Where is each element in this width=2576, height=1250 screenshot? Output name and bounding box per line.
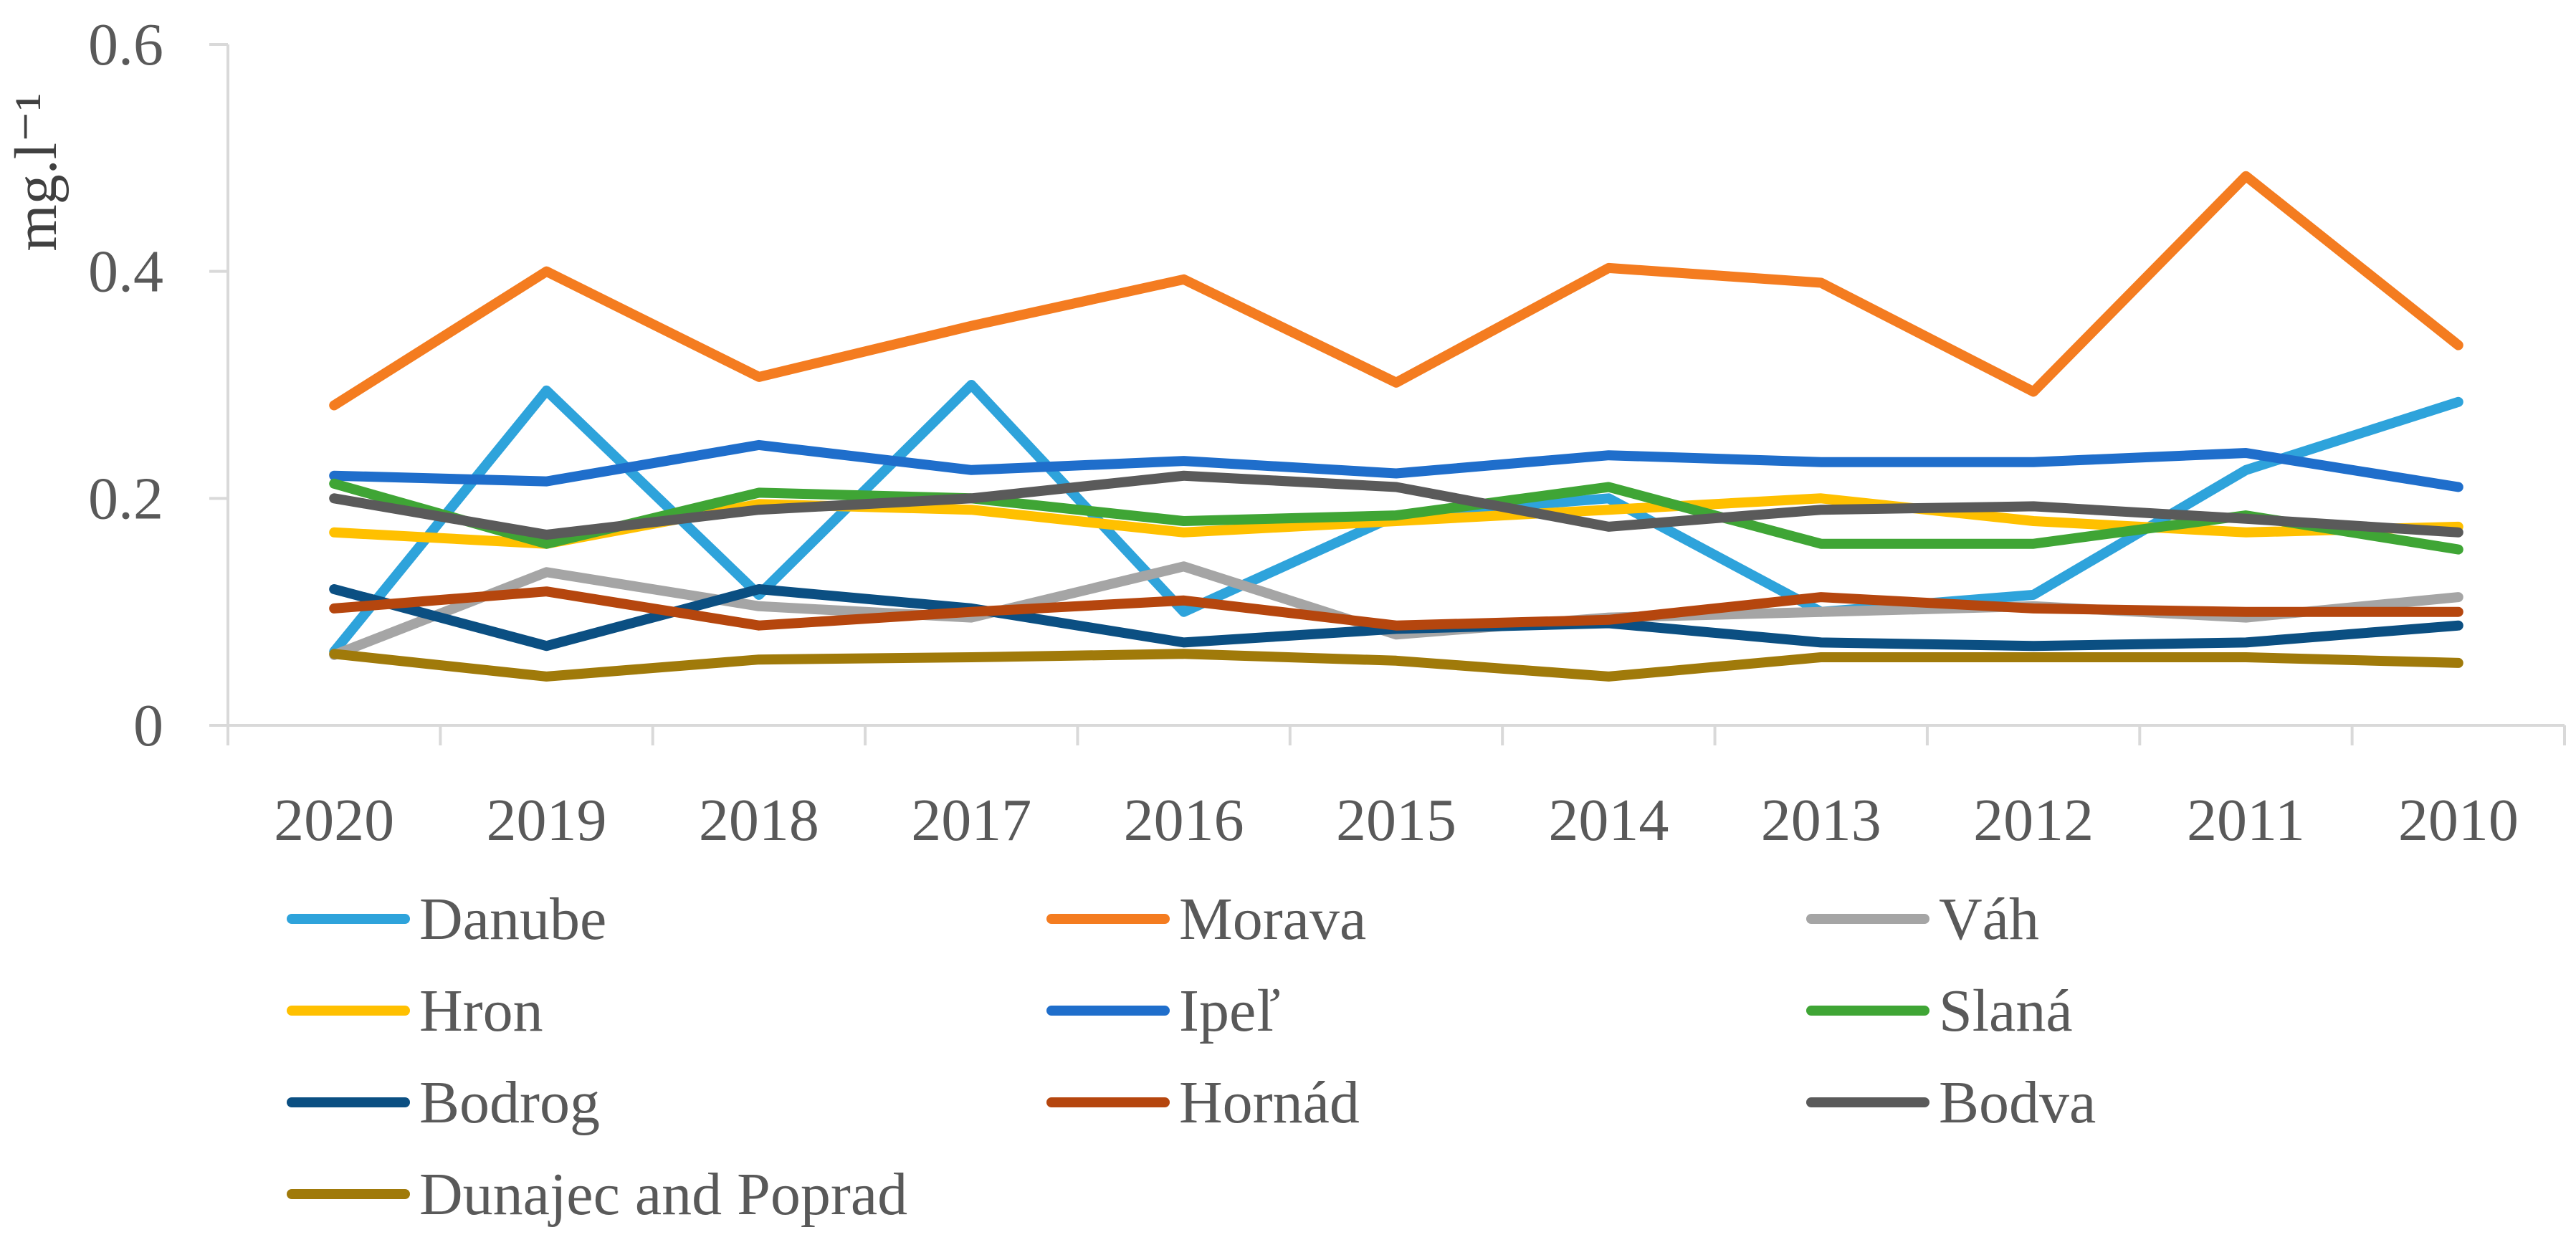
series-line-horn-d bbox=[329, 586, 2463, 631]
legend-label: Dunajec and Poprad bbox=[419, 1161, 907, 1228]
legend-item-v-h: Váh bbox=[1806, 886, 2039, 953]
legend-label: Bodva bbox=[1939, 1069, 2096, 1136]
legend-label: Bodrog bbox=[419, 1069, 600, 1136]
y-axis-title: mg.l⁻¹ bbox=[3, 92, 70, 251]
legend-item-bodrog: Bodrog bbox=[287, 1069, 600, 1136]
x-tick-label: 2015 bbox=[1336, 787, 1456, 854]
x-tick-label: 2018 bbox=[699, 787, 819, 854]
legend-label: Hron bbox=[419, 978, 543, 1044]
axes bbox=[209, 43, 2566, 745]
x-tick-label: 2013 bbox=[1761, 787, 1881, 854]
series-line-dunajec-and-poprad bbox=[329, 649, 2463, 682]
legend-item-morava: Morava bbox=[1046, 886, 1366, 953]
x-tick-label: 2012 bbox=[1973, 787, 2094, 854]
legend-label: Morava bbox=[1179, 886, 1366, 953]
x-tick-label: 2019 bbox=[487, 787, 607, 854]
x-tick-label: 2011 bbox=[2187, 787, 2305, 854]
x-tick-label: 2010 bbox=[2398, 787, 2519, 854]
y-axis-label: mg.l⁻¹ bbox=[3, 92, 70, 251]
legend-item-slan-: Slaná bbox=[1806, 978, 2073, 1044]
series-line-slan- bbox=[329, 478, 2463, 555]
y-tick-label: 0 bbox=[133, 692, 163, 759]
x-tick-label: 2016 bbox=[1124, 787, 1244, 854]
legend-item-horn-d: Hornád bbox=[1046, 1069, 1360, 1136]
legend-item-bodva: Bodva bbox=[1806, 1069, 2096, 1136]
y-tick-label: 0.4 bbox=[88, 239, 163, 305]
series-line-bodva bbox=[329, 470, 2463, 540]
legend: Danube Morava Váh Hron Ipeľ Slaná Bodrog Hornád… bbox=[287, 886, 2096, 1228]
legend-item-ipe-: Ipeľ bbox=[1046, 978, 1280, 1044]
x-tick-label: 2014 bbox=[1548, 787, 1669, 854]
y-tick-label: 0.6 bbox=[88, 11, 163, 78]
x-tick-label: 2017 bbox=[911, 787, 1031, 854]
legend-item-hron: Hron bbox=[287, 978, 543, 1044]
y-tick-label: 0.2 bbox=[88, 465, 163, 532]
x-tick-label: 2020 bbox=[274, 787, 394, 854]
legend-label: Danube bbox=[419, 886, 606, 953]
legend-label: Ipeľ bbox=[1179, 978, 1280, 1044]
legend-label: Hornád bbox=[1179, 1069, 1360, 1136]
series-line-morava bbox=[329, 171, 2463, 411]
series-lines bbox=[329, 171, 2463, 682]
legend-label: Váh bbox=[1939, 886, 2039, 953]
x-axis-ticks: 2020 2019 2018 2017 2016 2015 2014 2013 2012 2011… bbox=[274, 787, 2519, 854]
legend-item-dunajec-and-poprad: Dunajec and Poprad bbox=[287, 1161, 907, 1228]
y-axis-ticks: 0 0.2 0.4 0.6 bbox=[88, 11, 163, 759]
series-line-ipe- bbox=[329, 439, 2463, 492]
legend-label: Slaná bbox=[1939, 978, 2073, 1044]
legend-item-danube: Danube bbox=[287, 886, 606, 953]
